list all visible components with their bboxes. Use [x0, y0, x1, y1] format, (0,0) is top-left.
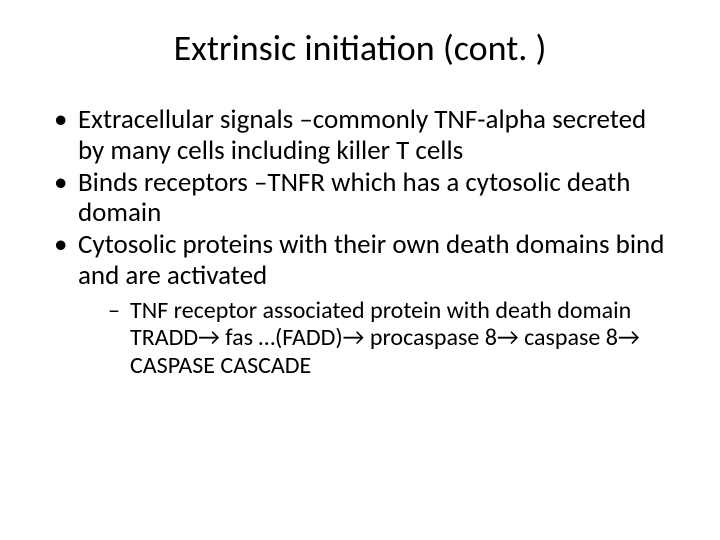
slide: Extrinsic initiation (cont. ) Extracellu… [0, 0, 720, 540]
sub-list-item: TNF receptor associated protein with dea… [108, 297, 668, 380]
list-item: Cytosolic proteins with their own death … [52, 230, 668, 379]
sub-bullet-list: TNF receptor associated protein with dea… [78, 297, 668, 380]
list-item: Extracellular signals –commonly TNF-alph… [52, 105, 668, 165]
slide-title: Extrinsic initiation (cont. ) [52, 28, 668, 69]
bullet-list: Extracellular signals –commonly TNF-alph… [52, 105, 668, 379]
list-item: Binds receptors –TNFR which has a cytoso… [52, 168, 668, 228]
list-item-text: Cytosolic proteins with their own death … [78, 228, 664, 291]
